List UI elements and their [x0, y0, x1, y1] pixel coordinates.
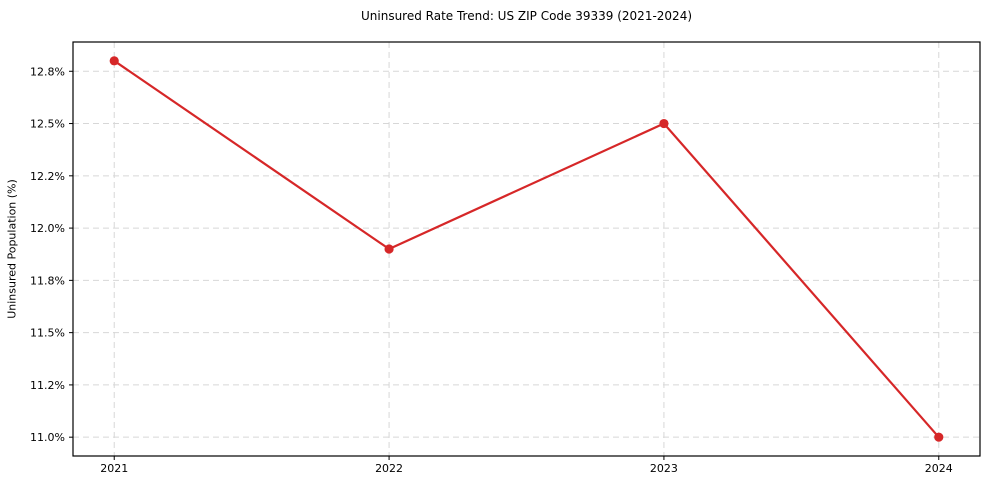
x-tick-label: 2023 [650, 462, 678, 475]
y-tick-label: 11.2% [30, 379, 65, 392]
x-tick-label: 2022 [375, 462, 403, 475]
y-tick-label: 12.2% [30, 170, 65, 183]
y-tick-label: 11.0% [30, 431, 65, 444]
trend-line [113, 59, 940, 439]
y-tick-label: 11.5% [30, 327, 65, 340]
y-tick-label: 12.0% [30, 222, 65, 235]
x-tick-label: 2024 [925, 462, 953, 475]
chart-title: Uninsured Rate Trend: US ZIP Code 39339 … [360, 9, 693, 23]
y-tick-label: 12.5% [30, 118, 65, 131]
data-point-2024 [934, 432, 944, 442]
plot-frame [72, 41, 981, 457]
y-tick-label: 11.8% [30, 274, 65, 287]
y-tick-label: 12.8% [30, 65, 65, 78]
data-point-2021 [109, 56, 119, 66]
data-point-2022 [384, 244, 394, 254]
data-point-2023 [659, 118, 669, 129]
x-tick-label: 2021 [100, 462, 128, 475]
